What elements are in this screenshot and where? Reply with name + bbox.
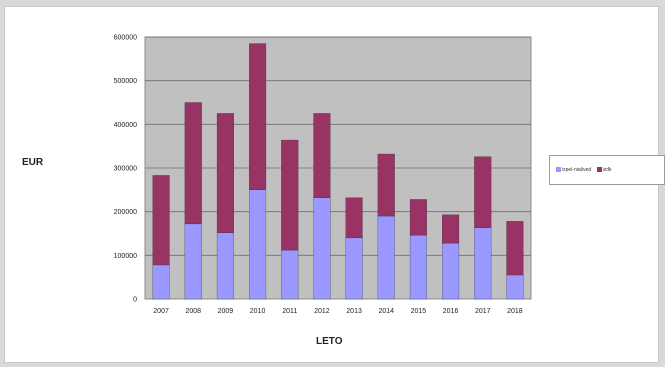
- bar-2008-series-2: [184, 102, 202, 225]
- x-tick-label: 2015: [411, 308, 427, 315]
- legend-label-2: izdk: [602, 167, 612, 173]
- bar-2009-series-1: [216, 232, 234, 300]
- bar-2016-series-1: [442, 242, 460, 300]
- bar-2012-series-2: [313, 113, 331, 198]
- x-axis-label: LETO: [316, 336, 343, 347]
- legend-swatch-2: [596, 167, 602, 173]
- bar-2010-series-2: [249, 43, 267, 190]
- bar-2018-series-1: [506, 274, 524, 300]
- y-axis-label: EUR: [22, 157, 44, 168]
- bar-2010-series-1: [249, 189, 267, 300]
- x-tick-label: 2008: [185, 308, 201, 315]
- bar-2008-series-1: [184, 223, 202, 300]
- x-tick-label: 2011: [282, 308, 297, 315]
- x-tick-label: 2012: [314, 308, 330, 315]
- legend-item-1: izpel-niašved: [556, 167, 591, 173]
- bar-2017-series-1: [474, 227, 492, 300]
- y-tick-label: 0: [133, 297, 137, 304]
- bars: [152, 43, 524, 300]
- bar-2015-series-1: [409, 235, 427, 300]
- x-tick-label: 2014: [378, 308, 394, 315]
- y-axis-ticks: 0 100000 200000 300000 400000 500000 600000: [114, 35, 137, 304]
- bar-2017-series-2: [474, 156, 492, 228]
- bar-2011-series-2: [281, 139, 299, 251]
- bar-2007-series-1: [152, 264, 170, 300]
- legend-swatch-1: [556, 167, 561, 173]
- x-tick-label: 2007: [153, 308, 169, 315]
- gridlines: [145, 36, 531, 256]
- bar-2014-series-1: [377, 215, 395, 300]
- bar-2009-series-2: [216, 113, 234, 233]
- y-tick-label: 300000: [114, 166, 137, 173]
- y-tick-label: 400000: [114, 122, 137, 129]
- x-tick-label: 2013: [346, 308, 362, 315]
- legend-label-1: izpel-niašved: [562, 167, 592, 173]
- bar-2018-series-2: [506, 221, 524, 276]
- x-tick-label: 2016: [443, 308, 459, 315]
- bar-2016-series-2: [442, 214, 460, 244]
- y-tick-label: 200000: [114, 209, 137, 216]
- legend-item-2: izdk: [596, 167, 612, 173]
- y-tick-label: 600000: [114, 35, 137, 42]
- bar-2011-series-1: [281, 249, 299, 300]
- bar-2013-series-1: [345, 237, 363, 300]
- y-tick-label: 100000: [114, 253, 137, 260]
- x-tick-label: 2010: [250, 308, 266, 315]
- bar-2007-series-2: [152, 175, 170, 266]
- x-tick-label: 2009: [218, 308, 234, 315]
- y-tick-label: 500000: [114, 78, 137, 85]
- x-axis-ticks: 2007 2008 2009 2010 2011 2012 2013 2014 2015 2016…: [153, 308, 523, 315]
- bar-2013-series-2: [345, 197, 363, 239]
- legend: izpel-niašved izdk: [549, 155, 665, 185]
- x-tick-label: 2017: [475, 308, 491, 315]
- bar-2012-series-1: [313, 197, 331, 300]
- bar-2014-series-2: [377, 153, 395, 217]
- bar-2015-series-2: [409, 199, 427, 236]
- x-tick-label: 2018: [507, 308, 523, 315]
